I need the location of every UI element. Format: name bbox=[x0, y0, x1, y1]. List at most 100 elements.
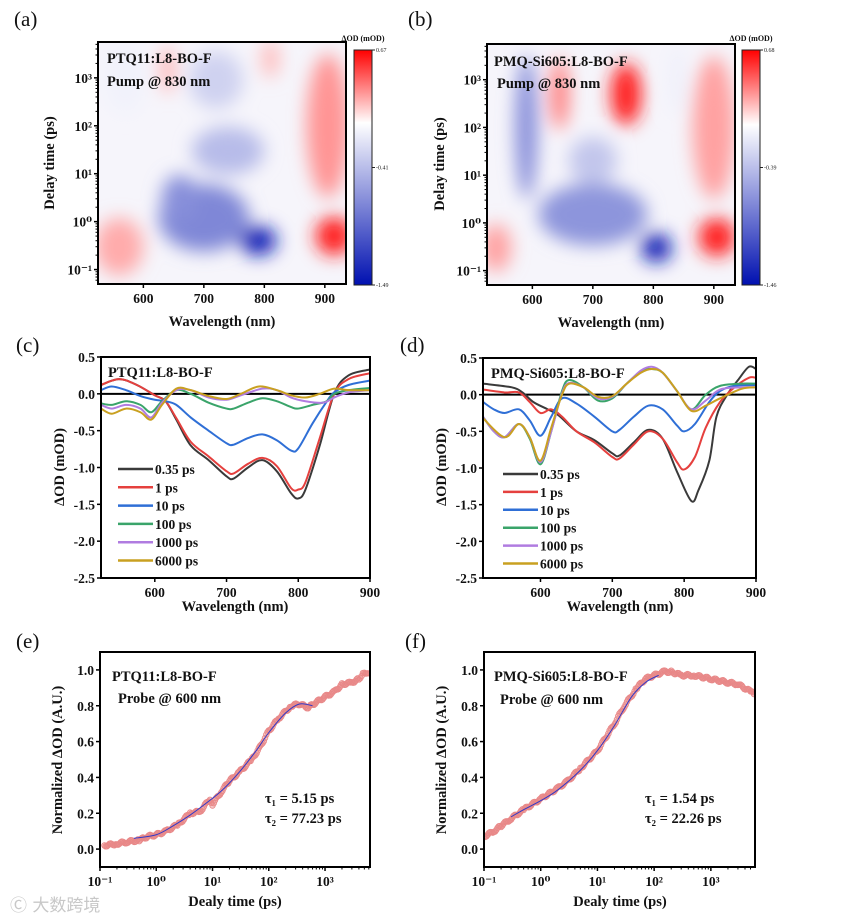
x-tick-label: 700 bbox=[194, 291, 215, 306]
y-tick-label: 0.6 bbox=[461, 735, 478, 750]
plot-area bbox=[484, 667, 755, 841]
fit-parameter: τ₁ = 5.15 ps bbox=[265, 791, 335, 807]
y-tick-label: 0.2 bbox=[461, 806, 478, 821]
y-axis-label: ΔOD (mOD) bbox=[434, 428, 450, 506]
x-tick-label: 900 bbox=[746, 585, 767, 600]
x-axis-label: Wavelength (nm) bbox=[567, 599, 674, 615]
y-tick-label: -1.0 bbox=[74, 461, 96, 476]
series-line-10-ps bbox=[101, 379, 370, 453]
colorbar-tick-label: -0.41 bbox=[376, 166, 389, 172]
y-tick-label: 10³ bbox=[463, 73, 481, 88]
heatmap-region bbox=[611, 63, 642, 126]
plot-annotation: Probe @ 600 nm bbox=[500, 692, 603, 708]
heatmap-region bbox=[550, 58, 569, 130]
x-tick-label: 800 bbox=[288, 585, 309, 600]
x-axis-label: Wavelength (nm) bbox=[169, 314, 276, 330]
panel-f: τ₁ = 1.54 ps τ₂ = 22.26 ps 10⁻¹ 10⁰ 10¹ 10² 10… bbox=[405, 629, 756, 910]
y-tick-label: 10¹ bbox=[463, 168, 481, 183]
legend-label: 6000 ps bbox=[155, 554, 198, 569]
panel-label: (e) bbox=[16, 629, 39, 653]
y-tick-label: 10⁰ bbox=[462, 216, 482, 231]
x-tick-label: 10¹ bbox=[589, 874, 607, 889]
y-tick-label: 0.5 bbox=[460, 351, 477, 366]
fit-line bbox=[510, 674, 659, 818]
axes-frame bbox=[483, 651, 756, 868]
series-line-100-ps bbox=[483, 367, 756, 466]
y-axis-label: Delay time (ps) bbox=[42, 116, 58, 210]
colorbar-tick-label: -0.39 bbox=[764, 166, 777, 172]
y-tick-label: -2.0 bbox=[74, 534, 96, 549]
series-line-0.35-ps bbox=[483, 365, 756, 503]
y-tick-label: -0.5 bbox=[456, 424, 478, 439]
panel-label: (a) bbox=[14, 7, 37, 31]
x-axis-label: Dealy time (ps) bbox=[188, 894, 282, 910]
panel-d: 0.35 ps 1 ps 10 ps 100 ps 1000 ps 6000 ps 600… bbox=[400, 333, 766, 615]
x-tick-label: 10² bbox=[645, 874, 663, 889]
x-tick-label: 900 bbox=[704, 292, 725, 307]
x-tick-label: 600 bbox=[530, 585, 551, 600]
series-line-1-ps bbox=[101, 372, 370, 492]
legend-label: 100 ps bbox=[540, 521, 576, 536]
heatmap-region bbox=[98, 217, 144, 276]
heatmap-region bbox=[188, 51, 244, 109]
y-tick-label: 10³ bbox=[74, 71, 92, 86]
x-tick-label: 10⁻¹ bbox=[472, 874, 497, 889]
legend-label: 0.35 ps bbox=[155, 462, 195, 477]
colorbar-tick-label: -1.49 bbox=[376, 283, 389, 289]
y-tick-label: 0.8 bbox=[77, 699, 94, 714]
x-tick-label: 700 bbox=[216, 585, 237, 600]
plot-annotation: Probe @ 600 nm bbox=[118, 691, 221, 707]
series-line-6000-ps bbox=[483, 367, 756, 462]
axes-frame bbox=[99, 651, 371, 868]
series-line-1-ps bbox=[483, 376, 756, 471]
axes-frame bbox=[97, 41, 347, 285]
y-tick-label: 0.8 bbox=[461, 699, 478, 714]
heatmap-region bbox=[315, 216, 346, 256]
x-tick-label: 600 bbox=[145, 585, 166, 600]
legend-label: 1000 ps bbox=[155, 535, 198, 550]
heatmap-region bbox=[641, 233, 672, 263]
panel-label: (d) bbox=[400, 333, 425, 357]
heatmap-region bbox=[670, 44, 685, 116]
y-tick-label: 10⁰ bbox=[73, 215, 93, 230]
fit-line bbox=[133, 703, 313, 839]
data-point bbox=[364, 670, 370, 677]
x-tick-label: 600 bbox=[133, 291, 154, 306]
y-tick-label: 10² bbox=[74, 119, 92, 134]
x-tick-label: 800 bbox=[254, 291, 275, 306]
heatmap-region bbox=[538, 183, 648, 246]
y-tick-label: 0.5 bbox=[78, 350, 95, 365]
fit-parameter: τ₂ = 77.23 ps bbox=[265, 811, 342, 827]
plot-annotation: PMQ-Si605:L8-BO-F bbox=[491, 366, 625, 382]
y-tick-label: -1.0 bbox=[456, 461, 478, 476]
x-tick-label: 10⁻¹ bbox=[88, 874, 113, 889]
x-tick-label: 10⁰ bbox=[531, 874, 551, 889]
x-tick-label: 700 bbox=[583, 292, 604, 307]
plot-annotation: Pump @ 830 nm bbox=[497, 76, 600, 92]
y-tick-label: -1.5 bbox=[74, 497, 96, 512]
panel-b: ΔOD (mOD) 0.68 -0.39 -1.46 600 700 800 900 10⁻¹ 1… bbox=[408, 7, 777, 331]
series-line-10-ps bbox=[483, 384, 756, 437]
x-axis-label: Wavelength (nm) bbox=[182, 599, 289, 615]
y-tick-label: -1.5 bbox=[456, 498, 478, 513]
y-tick-label: 0.0 bbox=[78, 387, 95, 402]
colorbar-tick-label: -1.46 bbox=[764, 283, 777, 289]
y-axis-label: Delay time (ps) bbox=[432, 117, 448, 211]
colorbar-title: ΔOD (mOD) bbox=[729, 34, 772, 43]
y-tick-label: 0.2 bbox=[77, 806, 94, 821]
x-tick-label: 10⁰ bbox=[147, 874, 167, 889]
x-tick-label: 10³ bbox=[702, 874, 720, 889]
plot-area bbox=[483, 365, 756, 503]
y-axis-label: Normalized ΔOD (A.U.) bbox=[434, 686, 450, 835]
x-tick-label: 700 bbox=[602, 585, 623, 600]
y-tick-label: 10⁻¹ bbox=[456, 264, 481, 279]
y-tick-label: 0.4 bbox=[77, 770, 94, 785]
y-axis-label: Normalized ΔOD (A.U.) bbox=[50, 686, 66, 835]
series-line-6000-ps bbox=[101, 385, 370, 421]
scatter-markers bbox=[101, 669, 370, 850]
x-tick-label: 800 bbox=[674, 585, 695, 600]
x-tick-label: 600 bbox=[522, 292, 543, 307]
legend-label: 100 ps bbox=[155, 517, 191, 532]
y-tick-label: 10² bbox=[463, 120, 481, 135]
watermark-logo: Ⓒ 大数跨境 bbox=[10, 896, 100, 916]
